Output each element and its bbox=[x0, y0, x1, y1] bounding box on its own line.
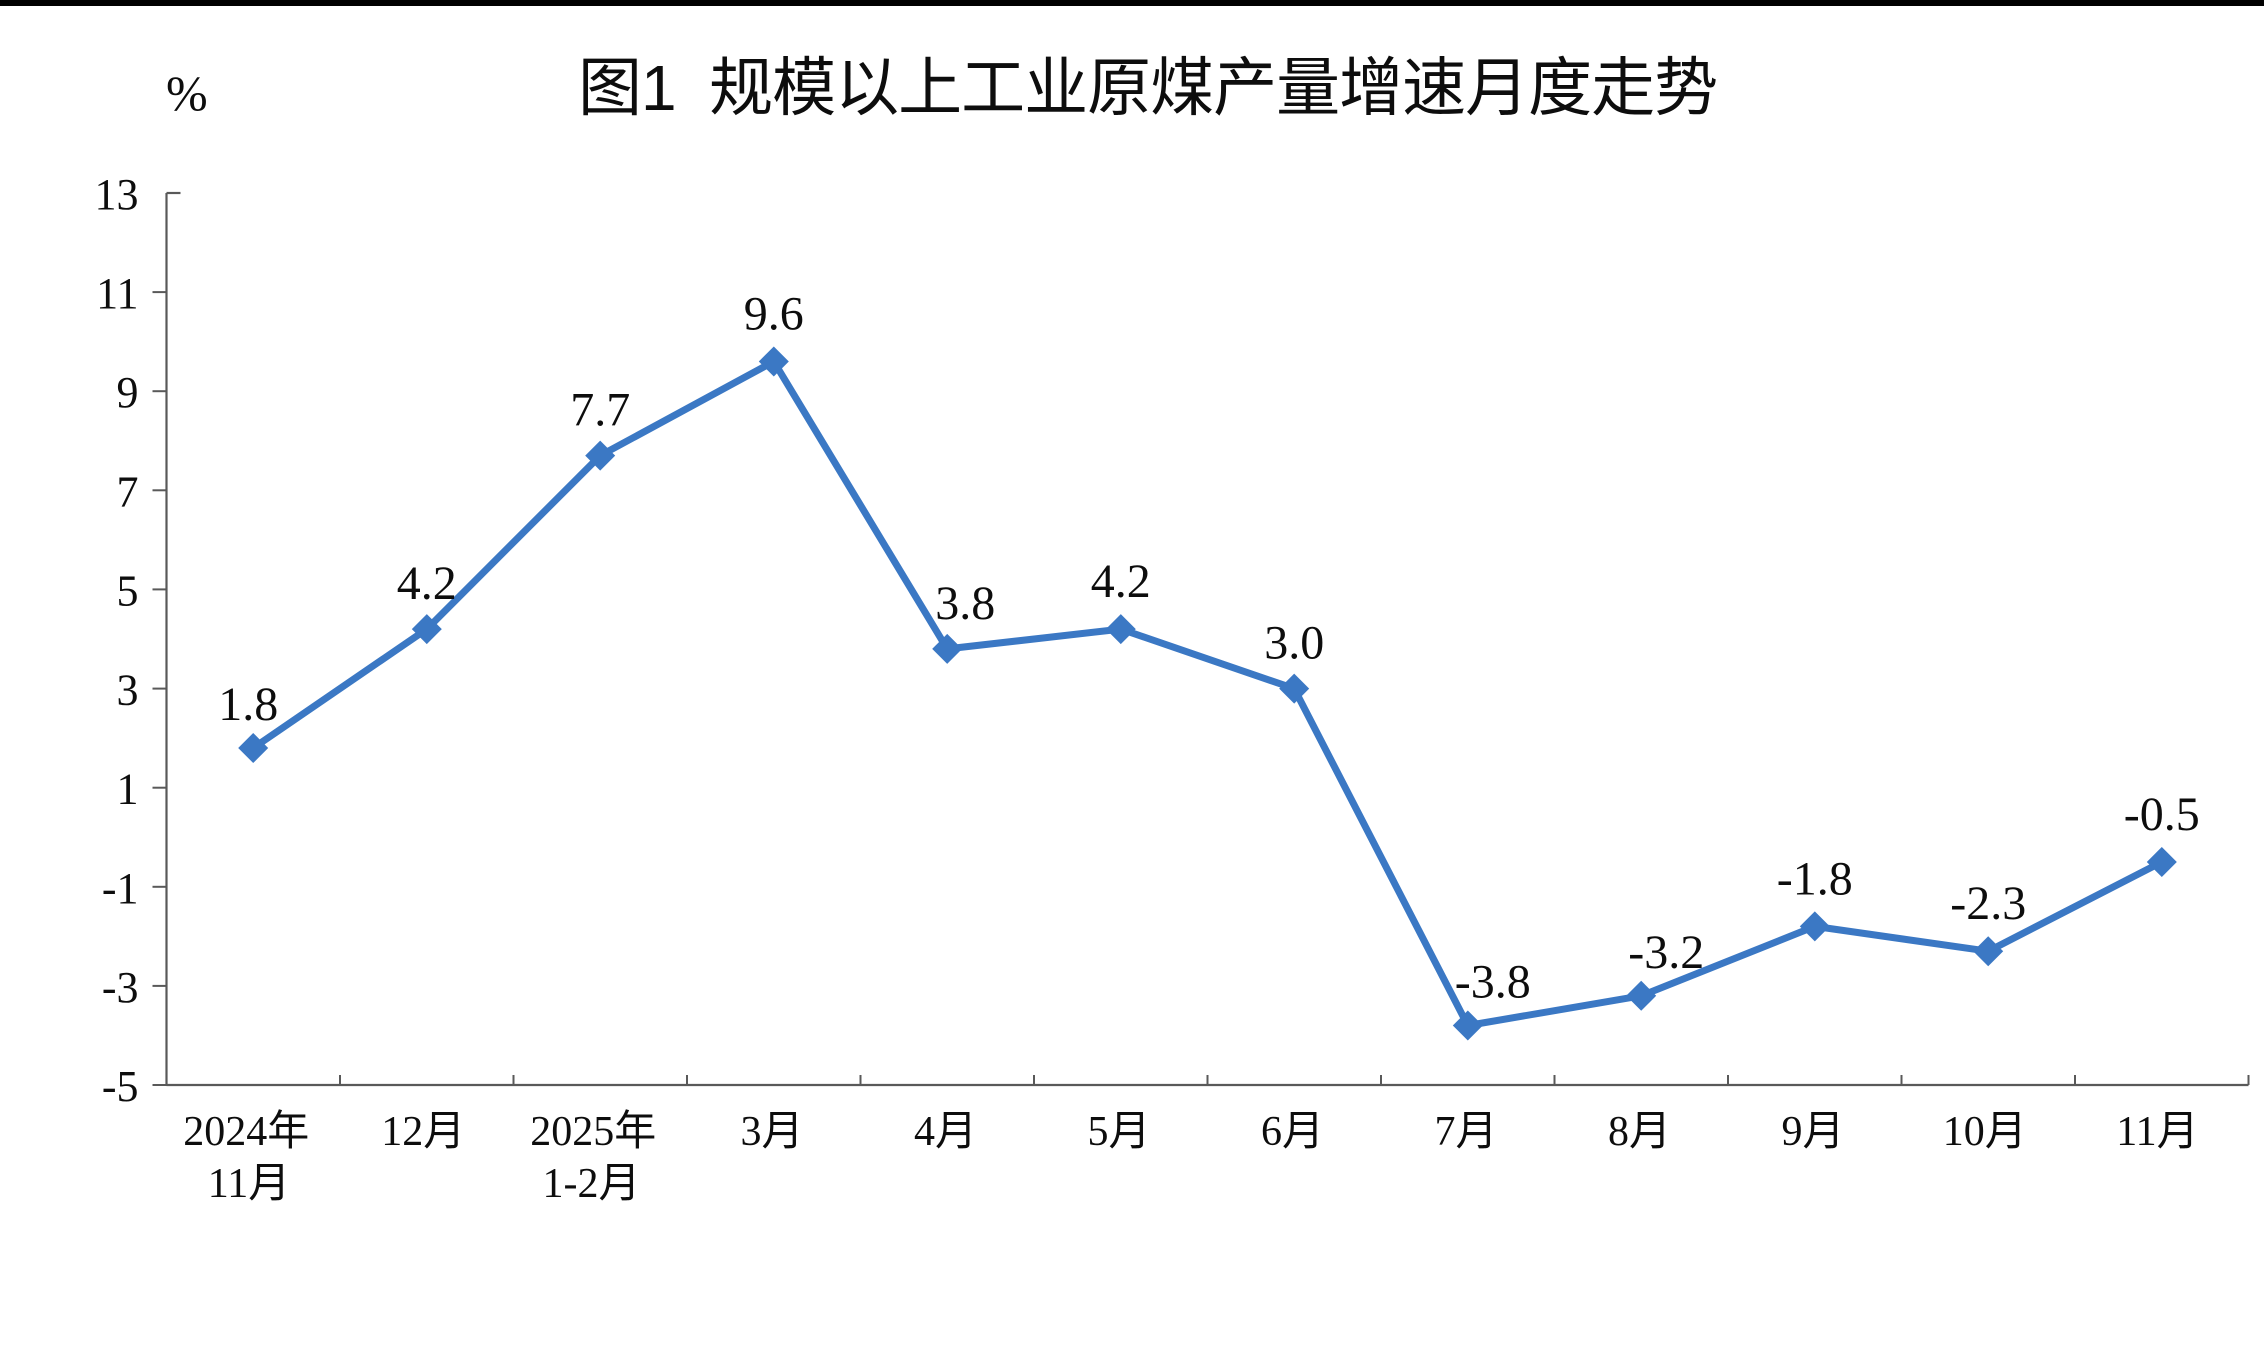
svg-text:10月: 10月 bbox=[1943, 1107, 2027, 1155]
svg-text:9: 9 bbox=[117, 368, 139, 417]
svg-text:3月: 3月 bbox=[741, 1107, 804, 1155]
svg-text:-3.8: -3.8 bbox=[1455, 956, 1531, 1009]
svg-text:-3: -3 bbox=[102, 963, 139, 1012]
svg-text:-3.2: -3.2 bbox=[1628, 926, 1704, 979]
svg-text:11月: 11月 bbox=[2116, 1107, 2198, 1155]
svg-text:12月: 12月 bbox=[381, 1107, 465, 1155]
svg-text:-0.5: -0.5 bbox=[2124, 788, 2200, 841]
svg-text:8月: 8月 bbox=[1608, 1107, 1671, 1155]
svg-text:11月: 11月 bbox=[208, 1159, 290, 1207]
svg-text:1-2月: 1-2月 bbox=[543, 1159, 641, 1207]
svg-text:11: 11 bbox=[96, 269, 138, 318]
svg-text:4.2: 4.2 bbox=[1091, 555, 1151, 608]
svg-text:4月: 4月 bbox=[914, 1107, 977, 1155]
svg-text:9月: 9月 bbox=[1782, 1107, 1845, 1155]
svg-text:13: 13 bbox=[95, 170, 139, 219]
svg-text:5月: 5月 bbox=[1088, 1107, 1151, 1155]
svg-text:3: 3 bbox=[117, 666, 139, 715]
svg-text:2024年: 2024年 bbox=[183, 1107, 309, 1155]
svg-text:1.8: 1.8 bbox=[218, 678, 278, 731]
svg-text:-1.8: -1.8 bbox=[1777, 852, 1853, 905]
svg-text:7.7: 7.7 bbox=[570, 384, 630, 437]
svg-text:4.2: 4.2 bbox=[397, 557, 457, 610]
svg-text:7月: 7月 bbox=[1435, 1107, 1498, 1155]
svg-text:3.0: 3.0 bbox=[1264, 617, 1324, 670]
svg-text:1: 1 bbox=[117, 765, 139, 814]
svg-text:-2.3: -2.3 bbox=[1950, 877, 2026, 930]
svg-text:7: 7 bbox=[117, 467, 139, 516]
svg-text:-5: -5 bbox=[102, 1062, 139, 1111]
svg-text:6月: 6月 bbox=[1261, 1107, 1324, 1155]
svg-text:2025年: 2025年 bbox=[530, 1107, 656, 1155]
svg-text:9.6: 9.6 bbox=[744, 288, 804, 341]
svg-text:3.8: 3.8 bbox=[935, 577, 995, 630]
svg-text:-1: -1 bbox=[102, 864, 139, 913]
svg-text:5: 5 bbox=[117, 566, 139, 615]
